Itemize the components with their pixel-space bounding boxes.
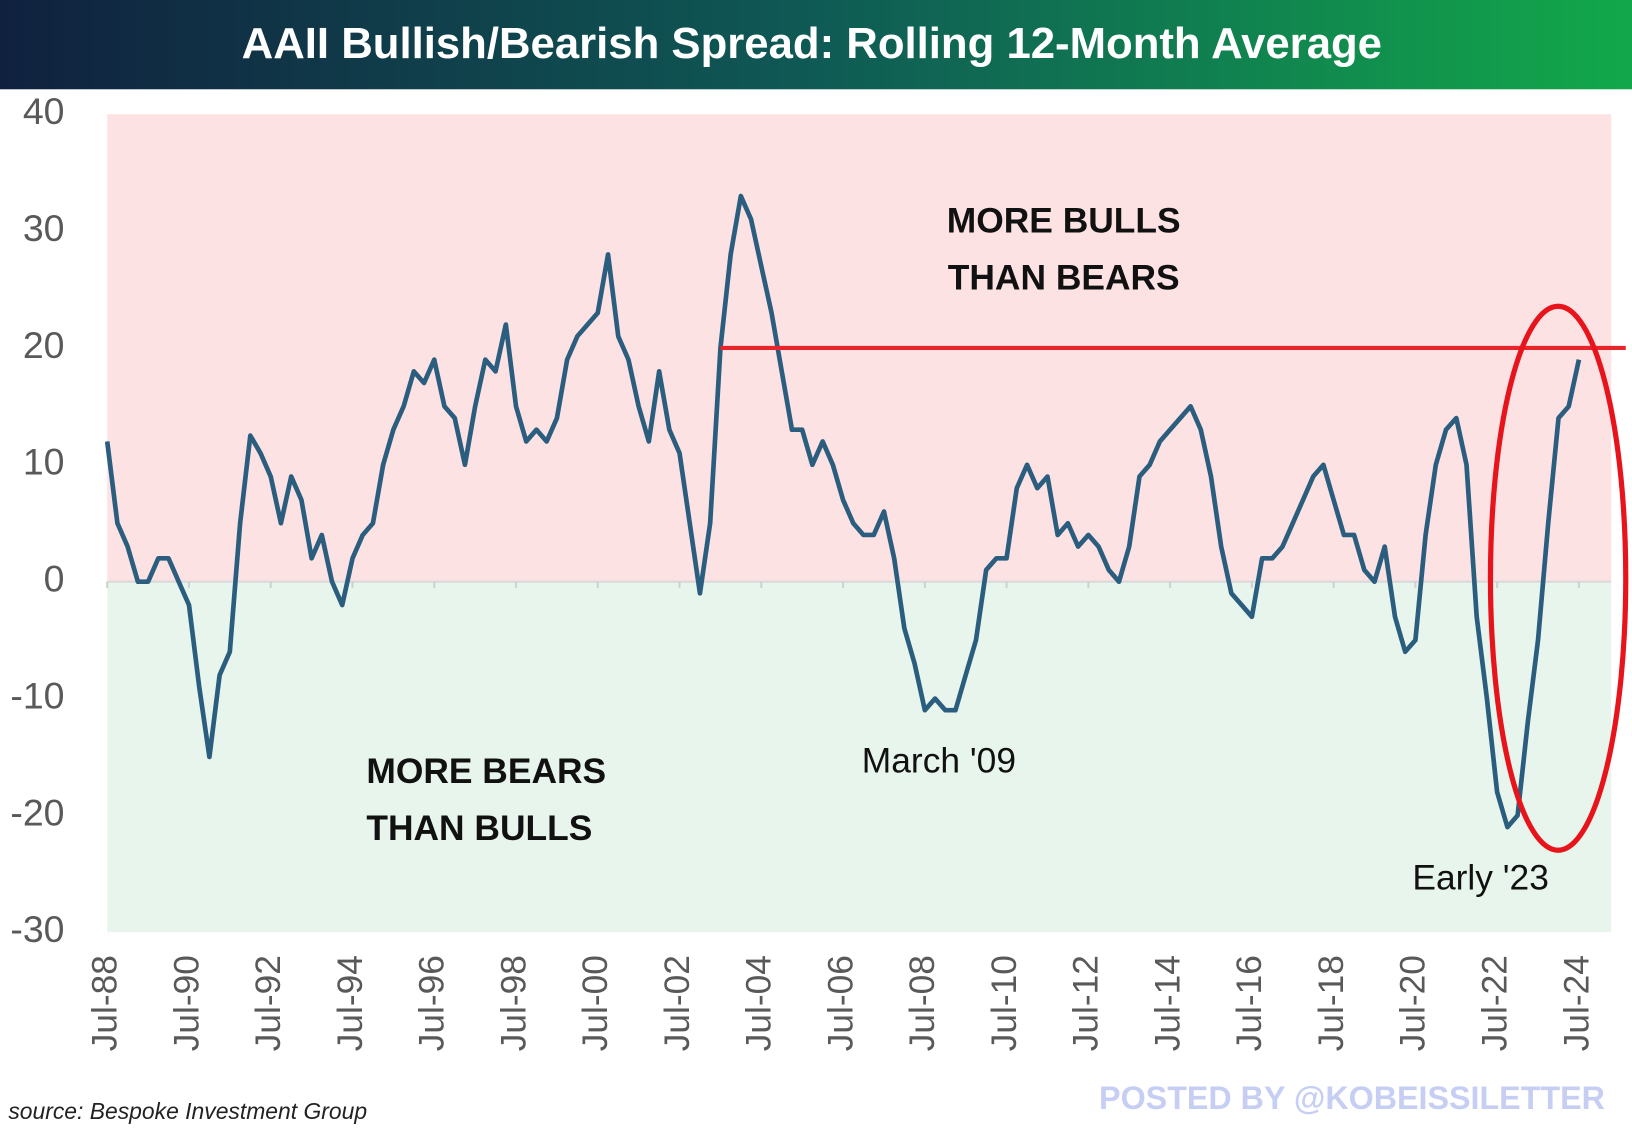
series-line bbox=[104, 193, 1582, 830]
watermark: POSTED BY @KOBEISSILETTER bbox=[1099, 1080, 1605, 1116]
y-tick-label: -30 bbox=[10, 908, 64, 950]
highlight-ellipse bbox=[1487, 303, 1629, 853]
x-tick-label: Jul-94 bbox=[331, 955, 370, 1051]
x-tick-label: Jul-12 bbox=[1067, 955, 1106, 1051]
y-tick-label: 30 bbox=[23, 207, 65, 249]
x-tick-label: Jul-08 bbox=[903, 955, 942, 1051]
y-tick-label: 20 bbox=[23, 324, 65, 366]
annotation: Early '23 bbox=[1412, 859, 1549, 898]
source: source: Bespoke Investment Group bbox=[8, 1098, 367, 1124]
x-tick-label: Jul-14 bbox=[1148, 955, 1187, 1051]
title-bar bbox=[0, 0, 1632, 90]
x-tick-label: Jul-04 bbox=[740, 955, 779, 1051]
y-tick-label: 0 bbox=[44, 558, 65, 600]
annotation: THAN BULLS bbox=[366, 809, 592, 848]
annotation: MORE BEARS bbox=[366, 752, 606, 791]
x-tick-label: Jul-88 bbox=[86, 955, 125, 1051]
y-tick-label: 40 bbox=[23, 90, 65, 132]
y-tick-label: -10 bbox=[10, 674, 64, 716]
x-tick-label: Jul-96 bbox=[413, 955, 452, 1051]
x-tick-label: Jul-90 bbox=[167, 955, 206, 1051]
x-tick-label: Jul-20 bbox=[1394, 955, 1433, 1051]
x-tick-label: Jul-92 bbox=[249, 955, 288, 1051]
x-tick-label: Jul-02 bbox=[658, 955, 697, 1051]
x-tick-label: Jul-16 bbox=[1230, 955, 1269, 1051]
x-tick-label: Jul-00 bbox=[576, 955, 615, 1051]
y-tick-label: -20 bbox=[10, 791, 64, 833]
annotation: MORE BULLS bbox=[947, 202, 1181, 241]
x-tick-label: Jul-06 bbox=[821, 955, 860, 1051]
annotation: THAN BEARS bbox=[948, 259, 1180, 298]
negative-region bbox=[107, 581, 1612, 933]
x-tick-label: Jul-10 bbox=[985, 955, 1024, 1051]
plot-area: -30 -20 -10 0 10 20 30 40 Jul-88 Jul-90 Jul-92 Jul-… bbox=[10, 90, 1626, 1051]
chart-title: AAII Bullish/Bearish Spread: Rolling 12-… bbox=[242, 19, 1382, 68]
x-tick-label: Jul-18 bbox=[1312, 955, 1351, 1051]
x-tick-label: Jul-24 bbox=[1557, 955, 1596, 1051]
x-tick-label: Jul-98 bbox=[494, 955, 533, 1051]
y-tick-label: 10 bbox=[23, 441, 65, 483]
annotation: March '09 bbox=[862, 741, 1016, 780]
x-tick-label: Jul-22 bbox=[1475, 955, 1514, 1051]
